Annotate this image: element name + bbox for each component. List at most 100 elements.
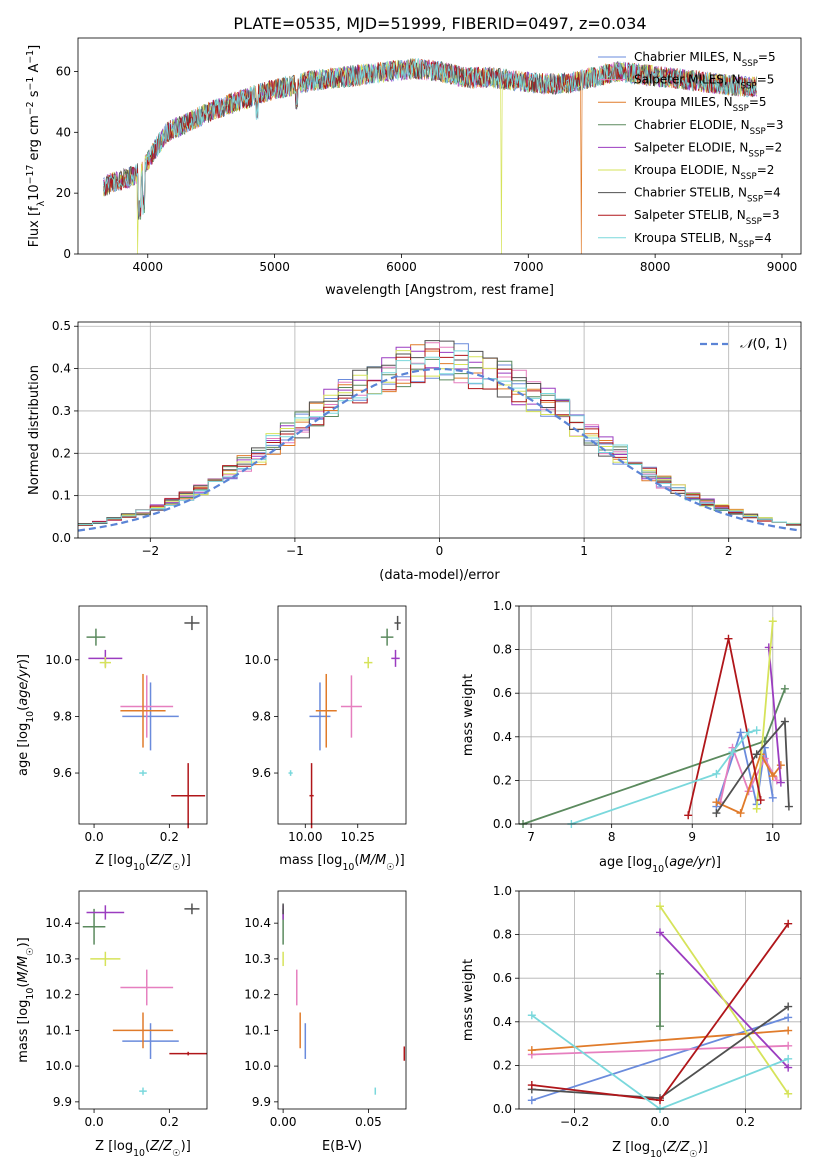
y-tick-label: 10.4 [45,916,72,930]
legend-label: Kroupa MILES, NSSP=5 [634,95,767,114]
weight-line [755,621,774,809]
x-axis-label-part: Z/Z [149,853,173,868]
y-tick-label: 10.4 [244,916,271,930]
y-axis-label-part: −1 [25,77,36,91]
axes-frame [518,890,802,1110]
y-axis-label-part: λ [36,200,47,206]
x-tick-label: 9 [688,830,696,844]
x-axis-label-part: Z [log [612,1140,650,1155]
x-axis-label: mass [log10(M/M☉)] [279,853,405,873]
axes-frame [518,605,802,825]
x-tick-label: −0.2 [560,1115,589,1129]
weight-marker [656,1096,664,1105]
weight-marker [768,617,777,626]
x-tick-label: 0.2 [160,830,179,844]
histogram-step [78,340,801,526]
x-tick-label: 0.00 [270,1115,297,1129]
x-tick-label: 0.0 [85,1115,104,1129]
weight-marker [712,769,721,778]
x-axis-label-part: 10 [652,864,664,875]
weight-marker [784,1026,793,1035]
y-tick-label: 0.6 [493,971,512,985]
y-tick-label: 0.0 [52,531,71,545]
x-axis-label: wavelength [Angstrom, rest frame] [325,283,554,298]
legend-label-part: SSP [742,59,758,69]
axes-frame [78,890,208,1110]
legend-label-part: SSP [741,172,757,182]
weight-marker [656,928,664,937]
weight-marker [784,1063,793,1072]
y-axis-label-part: 10 [27,184,42,201]
weight-marker [744,728,753,737]
legend-label-part: (0, 1) [752,337,787,352]
weight-marker [712,798,721,807]
legend-label-part: SSP [748,149,764,159]
age-vs-metallicity-panel: 0.0 0.29.69.810.0Z [log10(Z/Z☉)]age [log1… [16,605,208,873]
legend-label-part: Kroupa STELIB, N [634,231,738,245]
y-axis-label-part: mass [log [16,1000,31,1063]
normal-curve [77,367,802,532]
x-axis-label-part: Z/Z [666,1140,690,1155]
legend-label-part: SSP [750,127,766,137]
x-tick-label: 0.2 [736,1115,755,1129]
x-axis-label-part: ( [354,853,359,868]
y-axis-label-part: M/M [16,956,31,983]
x-axis-label: age [log10(age/yr)] [599,855,721,875]
y-axis-label-part: A [27,64,42,77]
y-tick-label: 0.0 [493,817,512,831]
y-tick-label: 0.1 [52,489,71,503]
x-tick-label: 0 [436,544,444,558]
y-axis-label-part: s [27,90,42,101]
y-tick-label: 0.4 [52,362,71,376]
legend-label-part: =5 [749,95,767,109]
x-tick-label: 2 [725,544,733,558]
x-tick-label: 7000 [513,260,544,274]
y-axis-label-part: 10 [25,711,36,723]
legend-label-part: SSP [741,82,757,92]
y-tick-label: 10.0 [45,1059,72,1073]
x-tick-label: 10 [765,830,780,844]
axes-frame [77,37,802,255]
legend-label-part: =2 [765,140,783,154]
legend-label-part: =3 [766,118,784,132]
weight-marker [776,761,785,770]
legend-label-part: Salpeter MILES, N [634,73,741,87]
weight-marker [656,902,664,911]
y-tick-label: 9.6 [252,766,271,780]
y-axis-label-part: Flux [f [27,206,42,247]
y-tick-label: 0 [63,247,71,261]
x-axis-label-part: 10 [133,862,145,873]
x-axis-label-part: ☉ [172,1148,180,1159]
weight-marker [527,1096,536,1105]
x-tick-label: 10.25 [341,830,375,844]
legend-label: Chabrier ELODIE, NSSP=3 [634,118,783,137]
spectrum-line [103,58,757,217]
weight-marker [768,772,777,781]
legend-label: Chabrier MILES, NSSP=5 [634,50,776,69]
weight-marker [780,684,789,693]
legend-label: Salpeter ELODIE, NSSP=2 [634,140,782,159]
y-axis-label: Normed distribution [27,365,42,495]
x-axis-label-part: )] [698,1140,708,1155]
y-axis-label-part: −2 [25,101,36,115]
weight-marker [728,748,737,757]
y-tick-label: 0.6 [493,686,512,700]
x-axis-label-part: 10 [342,862,354,873]
y-axis-label-part: )] [16,937,31,947]
age-vs-mass-panel: 10.00 10.25 9.6 9.8 10.0 mass [log10(M/M☉)] [244,605,407,873]
legend-label: Salpeter MILES, NSSP=5 [634,73,774,92]
x-axis-label-part: ☉ [172,862,180,873]
legend-label-part: SSP [733,104,749,114]
y-axis-label: Flux [fλ10−17 erg cm−2 s−1 A−1] [25,45,47,247]
x-tick-label: 5000 [259,260,290,274]
y-tick-label: 0.0 [493,1102,512,1116]
legend-label-part: =3 [762,208,780,222]
weight-line [659,905,789,1095]
y-tick-label: 0.2 [52,446,71,460]
y-axis-label: age [log10(age/yr)] [16,654,36,776]
legend-label-part: =5 [758,50,776,64]
weight-marker [736,809,745,818]
x-tick-label: 0.05 [355,1115,382,1129]
